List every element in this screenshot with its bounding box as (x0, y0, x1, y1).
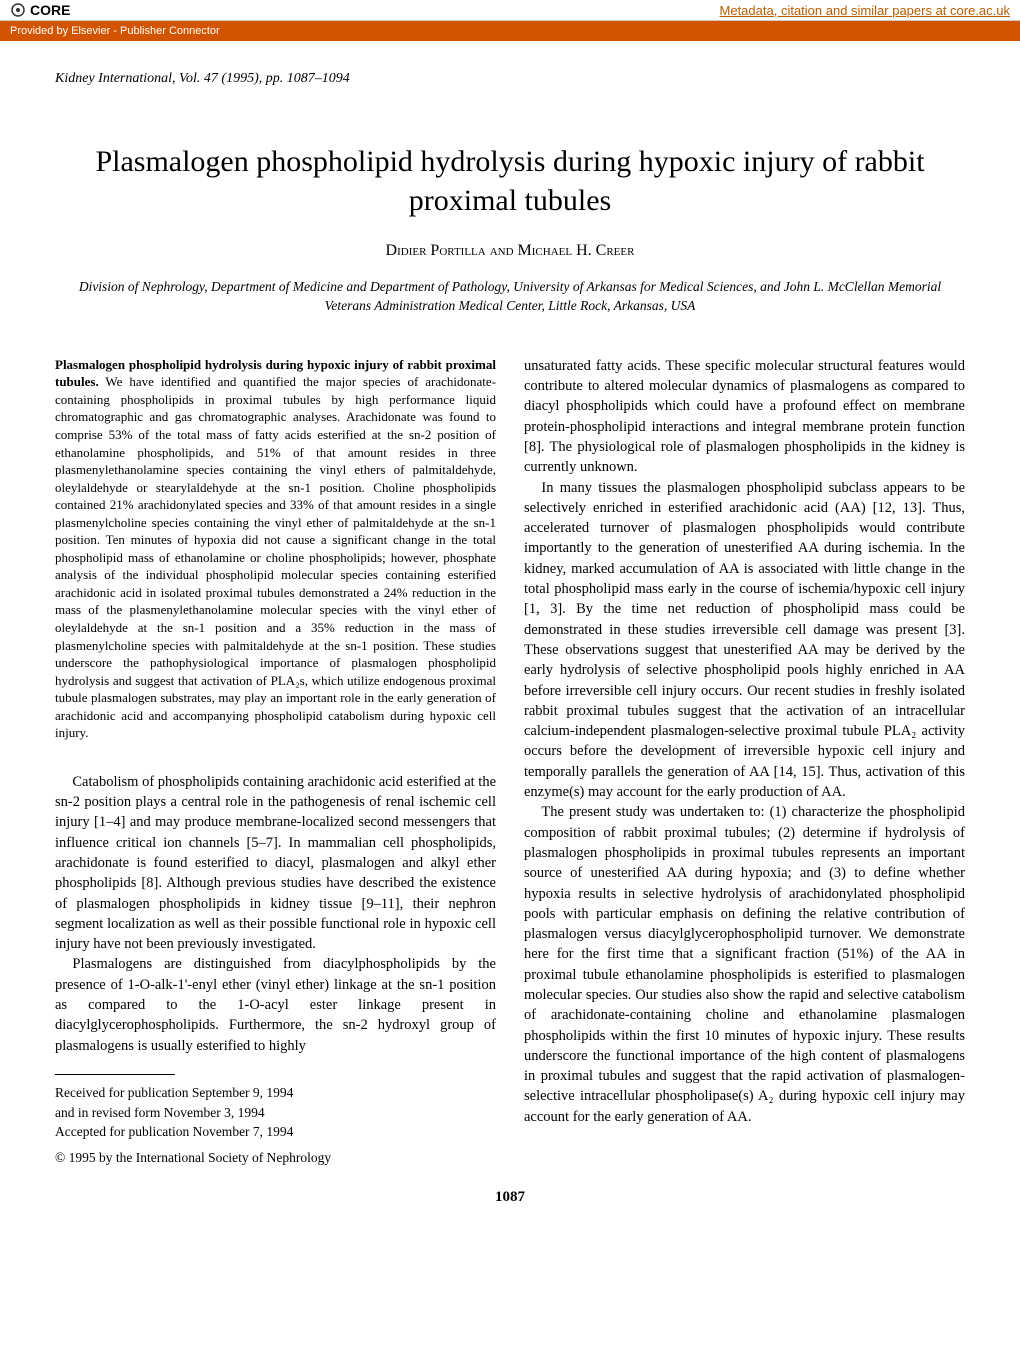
right-body-text: unsaturated fatty acids. These specific … (524, 356, 965, 1127)
footnote-accepted: Accepted for publication November 7, 199… (55, 1122, 496, 1142)
left-body-text: Catabolism of phospholipids containing a… (55, 772, 496, 1056)
footnote-block: Received for publication September 9, 19… (55, 1083, 496, 1167)
right-p2: In many tissues the plasmalogen phosphol… (524, 478, 965, 803)
abstract-body: We have identified and quantified the ma… (55, 374, 496, 740)
header-bar: CORE Metadata, citation and similar pape… (0, 0, 1020, 21)
right-column: unsaturated fatty acids. These specific … (524, 356, 965, 1167)
page-number: 1087 (55, 1189, 965, 1206)
right-p1: unsaturated fatty acids. These specific … (524, 356, 965, 478)
footnote-divider (55, 1074, 175, 1075)
journal-citation: Kidney International, Vol. 47 (1995), pp… (55, 71, 965, 87)
intro-p2: Plasmalogens are distinguished from diac… (55, 954, 496, 1055)
intro-p1: Catabolism of phospholipids containing a… (55, 772, 496, 955)
affiliations: Division of Nephrology, Department of Me… (55, 278, 965, 316)
footnote-revised: and in revised form November 3, 1994 (55, 1103, 496, 1123)
authors: Didier Portilla and Michael H. Creer (55, 242, 965, 260)
core-icon (10, 2, 26, 18)
left-column: Plasmalogen phospholipid hydrolysis duri… (55, 356, 496, 1167)
core-label: CORE (30, 2, 70, 18)
provider-bar: Provided by Elsevier - Publisher Connect… (0, 21, 1020, 41)
metadata-link[interactable]: Metadata, citation and similar papers at… (720, 3, 1010, 18)
article-title: Plasmalogen phospholipid hydrolysis duri… (55, 142, 965, 220)
right-p3: The present study was undertaken to: (1)… (524, 802, 965, 1127)
footnote-copyright: © 1995 by the International Society of N… (55, 1148, 496, 1168)
abstract: Plasmalogen phospholipid hydrolysis duri… (55, 356, 496, 742)
core-logo: CORE (10, 2, 70, 18)
page-content: Kidney International, Vol. 47 (1995), pp… (0, 41, 1020, 1246)
two-column-layout: Plasmalogen phospholipid hydrolysis duri… (55, 356, 965, 1167)
footnote-received: Received for publication September 9, 19… (55, 1083, 496, 1103)
